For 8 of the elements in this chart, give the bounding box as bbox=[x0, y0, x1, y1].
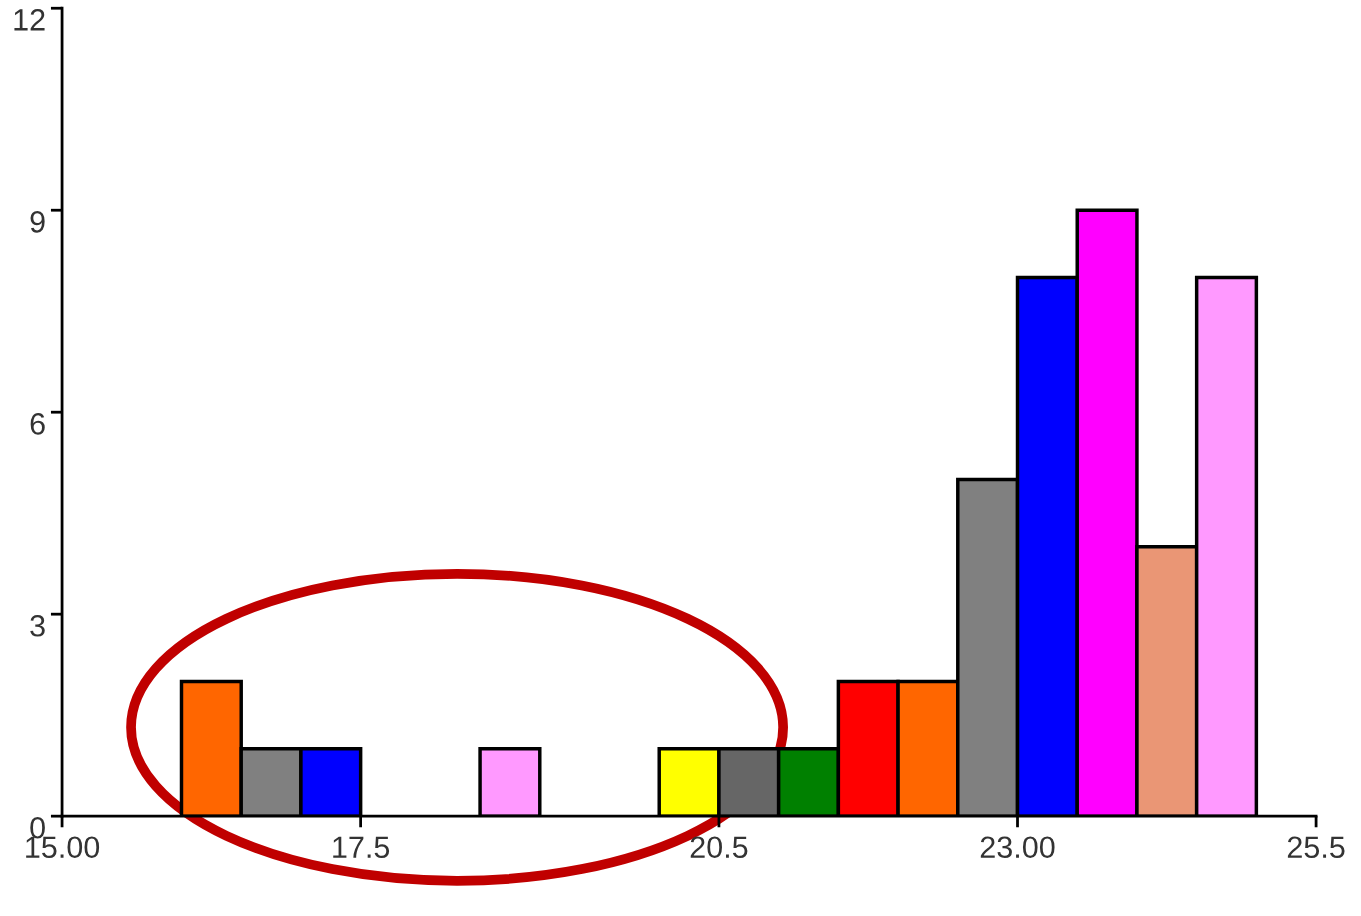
x-tick-label: 23.00 bbox=[980, 836, 1055, 859]
y-tick-label: 12 bbox=[14, 9, 45, 31]
x-tick-label: 17.5 bbox=[333, 836, 390, 859]
x-tick-label: 20.5 bbox=[690, 836, 748, 859]
x-tick-label: 25.5 bbox=[1287, 836, 1345, 859]
y-tick-label: 6 bbox=[30, 413, 45, 435]
y-tick-label: 3 bbox=[30, 614, 45, 637]
y-tick-label: 9 bbox=[30, 211, 45, 233]
